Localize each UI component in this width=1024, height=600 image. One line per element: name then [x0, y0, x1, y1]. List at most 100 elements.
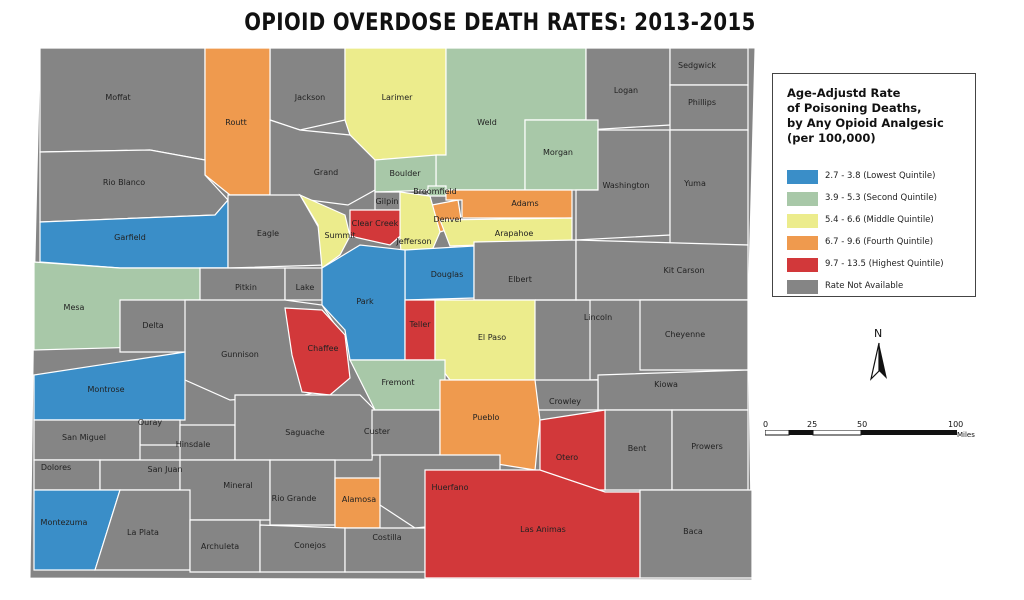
- legend-title-line: Age-Adjustd Rate: [787, 86, 901, 100]
- county-mineral: [179, 459, 271, 521]
- county-yuma: [669, 129, 749, 246]
- county-label: Pitkin: [235, 283, 257, 292]
- county-label: Logan: [614, 86, 638, 95]
- county-label: Hinsdale: [176, 440, 211, 449]
- county-label: Crowley: [549, 397, 581, 406]
- county-teller: [404, 299, 436, 361]
- county-label: Clear Creek: [352, 219, 399, 228]
- county-label: Grand: [314, 168, 339, 177]
- county-label: Otero: [556, 453, 578, 462]
- county-label: Yuma: [683, 179, 706, 188]
- legend-item-q2: 3.9 - 5.3 (Second Quintile): [787, 192, 977, 206]
- county-moffat: [39, 47, 206, 161]
- scale-unit: Miles: [957, 431, 975, 439]
- legend-label: 3.9 - 5.3 (Second Quintile): [825, 193, 937, 203]
- county-larimer: [344, 47, 447, 161]
- scale-bar: 0 25 50 100 Miles: [763, 420, 993, 450]
- county-label: Rio Blanco: [103, 178, 145, 187]
- county-label: Summit: [324, 231, 355, 240]
- county-elbert: [473, 239, 577, 301]
- county-label: Lake: [296, 283, 315, 292]
- county-label: Chaffee: [308, 344, 339, 353]
- county-label: El Paso: [478, 333, 506, 342]
- legend-title-line: by Any Opioid Analgesic: [787, 116, 944, 130]
- county-kiowa: [597, 369, 749, 411]
- county-label: Moffat: [105, 93, 130, 102]
- legend-item-q1: 2.7 - 3.8 (Lowest Quintile): [787, 170, 977, 184]
- legend-item-q4: 6.7 - 9.6 (Fourth Quintile): [787, 236, 977, 250]
- county-label: Huerfano: [432, 483, 469, 492]
- county-label: Boulder: [390, 169, 422, 178]
- legend-swatch: [787, 214, 818, 228]
- county-label: Pueblo: [473, 413, 500, 422]
- legend-label: Rate Not Available: [825, 281, 904, 291]
- county-label: Washington: [602, 181, 649, 190]
- legend-item-na: Rate Not Available: [787, 280, 977, 294]
- north-arrow: N: [866, 327, 892, 381]
- county-label: Morgan: [543, 148, 573, 157]
- scale-bar-graphic: [765, 430, 957, 436]
- legend-title-line: of Poisoning Deaths,: [787, 101, 922, 115]
- county-label: Rio Grande: [272, 494, 317, 503]
- scale-tick: 100: [948, 420, 964, 429]
- north-arrow-label: N: [874, 327, 883, 340]
- legend-swatch: [787, 280, 818, 294]
- legend-item-q5: 9.7 - 13.5 (Highest Quintile): [787, 258, 977, 272]
- county-label: Jefferson: [395, 237, 431, 246]
- county-pueblo: [439, 379, 541, 471]
- legend-title: Age-Adjustd Rate of Poisoning Deaths, by…: [787, 86, 967, 146]
- legend-label: 5.4 - 6.6 (Middle Quintile): [825, 215, 934, 225]
- county-label: Ouray: [138, 418, 163, 427]
- county-label: Delta: [142, 321, 163, 330]
- county-rio-grande: [269, 459, 336, 526]
- county-jackson: [269, 47, 346, 131]
- legend-label: 6.7 - 9.6 (Fourth Quintile): [825, 237, 934, 247]
- county-label: Saguache: [285, 428, 325, 437]
- north-arrow-icon: [869, 342, 887, 381]
- county-label: Weld: [477, 118, 497, 127]
- county-label: Montezuma: [41, 518, 88, 527]
- county-label: Fremont: [382, 378, 415, 387]
- county-label: Phillips: [688, 98, 716, 107]
- county-kit-carson: [575, 239, 749, 301]
- scale-tick: 0: [763, 420, 769, 429]
- county-label: Gunnison: [221, 350, 259, 359]
- county-label: Larimer: [382, 93, 414, 102]
- county-label: Eagle: [257, 229, 279, 238]
- legend-title-line: (per 100,000): [787, 131, 876, 145]
- county-label: Archuleta: [201, 542, 239, 551]
- county-label: Kiowa: [654, 380, 678, 389]
- legend: Age-Adjustd Rate of Poisoning Deaths, by…: [772, 73, 976, 297]
- county-label: Denver: [433, 215, 463, 224]
- county-label: Kit Carson: [663, 266, 704, 275]
- county-label: Broomfield: [413, 187, 456, 196]
- county-label: Gilpin: [375, 197, 398, 206]
- county-otero: [539, 409, 606, 491]
- county-label: Alamosa: [342, 495, 376, 504]
- legend-swatch: [787, 192, 818, 206]
- county-label: Lincoln: [584, 313, 612, 322]
- county-label: Dolores: [41, 463, 71, 472]
- county-label: Park: [356, 297, 374, 306]
- county-label: Costilla: [372, 533, 401, 542]
- county-label: Cheyenne: [665, 330, 705, 339]
- county-montrose: [33, 351, 186, 421]
- county-label: Arapahoe: [495, 229, 534, 238]
- county-baca: [639, 489, 753, 579]
- county-summit: [298, 193, 351, 270]
- county-label: Custer: [364, 427, 391, 436]
- legend-label: 2.7 - 3.8 (Lowest Quintile): [825, 171, 936, 181]
- legend-swatch: [787, 258, 818, 272]
- map-title: OPIOID OVERDOSE DEATH RATES: 2013-2015: [244, 8, 756, 36]
- county-label: Montrose: [87, 385, 124, 394]
- county-label: Jackson: [294, 93, 325, 102]
- county-label: Mineral: [223, 481, 253, 490]
- legend-swatch: [787, 170, 818, 184]
- legend-label: 9.7 - 13.5 (Highest Quintile): [825, 259, 944, 269]
- county-label: San Juan: [148, 465, 183, 474]
- county-clear-creek: [349, 209, 406, 246]
- county-label: Routt: [225, 118, 246, 127]
- county-label: Conejos: [294, 541, 326, 550]
- scale-tick: 50: [857, 420, 868, 429]
